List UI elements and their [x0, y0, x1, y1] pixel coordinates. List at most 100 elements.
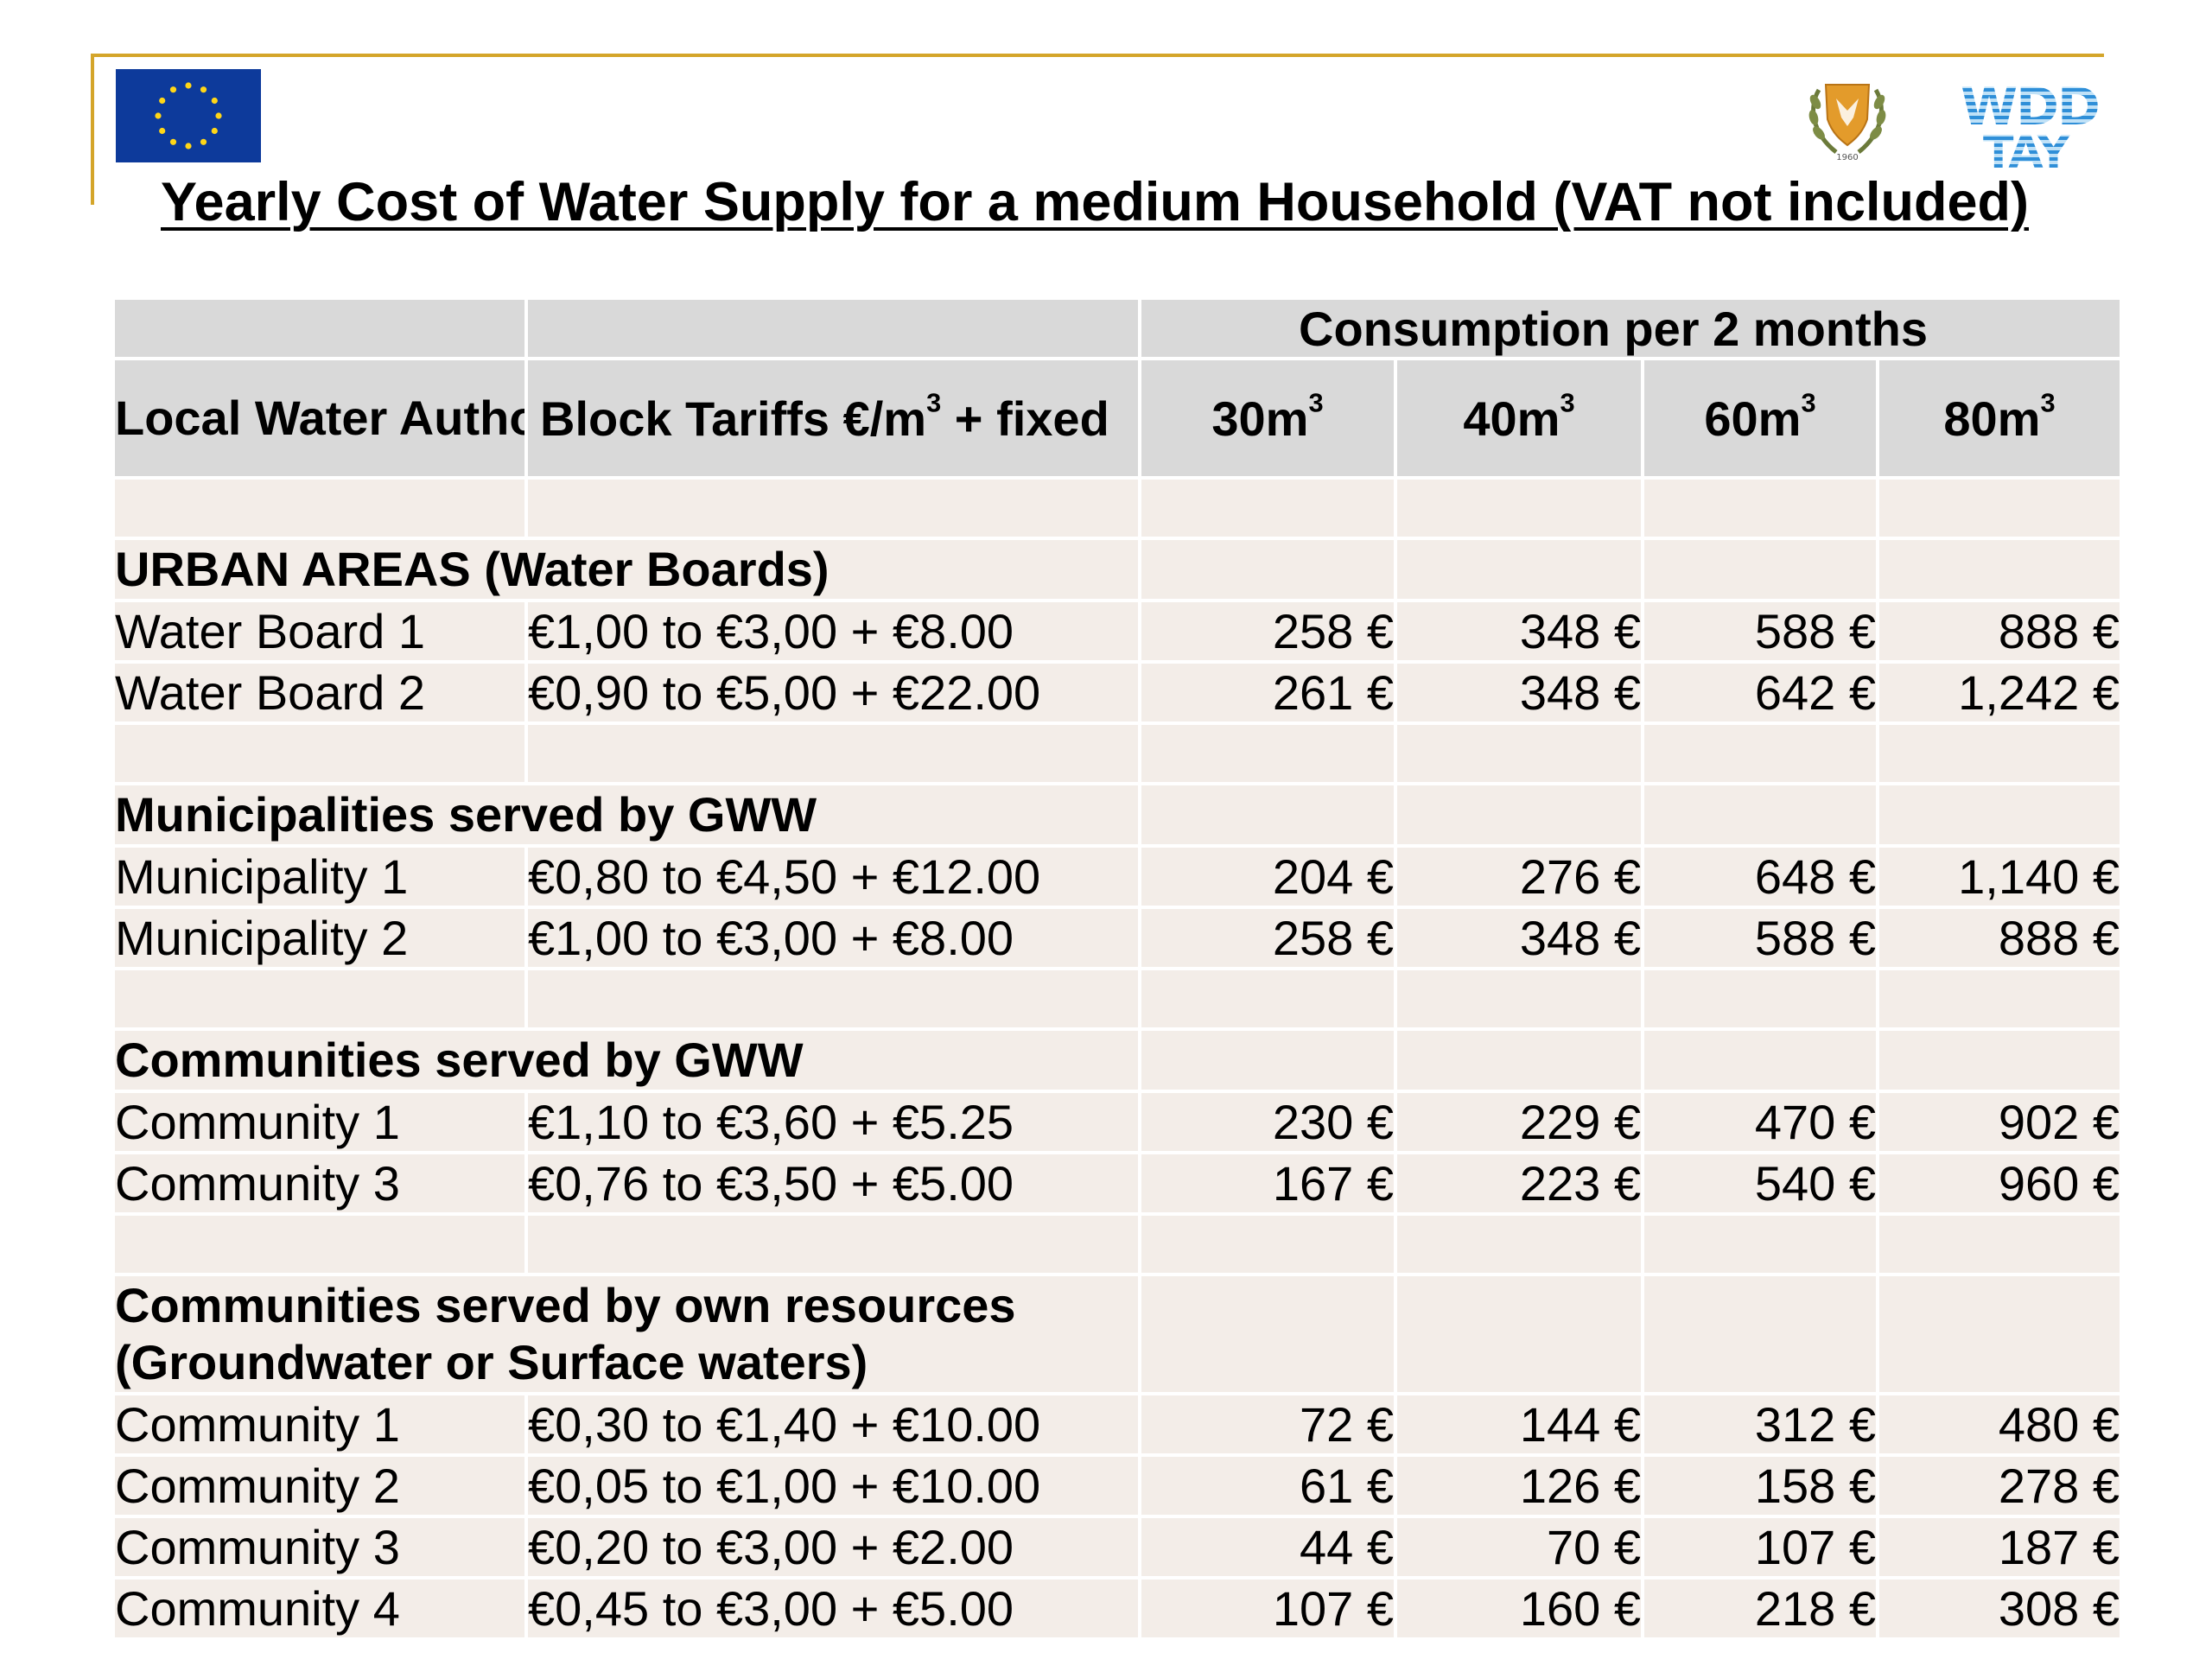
cost-40: 160 €: [1395, 1578, 1644, 1641]
table-row: Municipality 1 €0,80 to €4,50 + €12.00 2…: [115, 846, 2120, 909]
cost-30: 61 €: [1140, 1455, 1397, 1518]
tariff-value: €0,20 to €3,00 + €2.00: [526, 1516, 1141, 1580]
volume-header-value: 80m: [1943, 391, 2041, 446]
authority-name: Community 2: [115, 1455, 528, 1518]
cost-80: 960 €: [1878, 1153, 2120, 1216]
cost-80: 888 €: [1878, 601, 2120, 664]
volume-header-80: 80m3: [1878, 359, 2120, 480]
tariff-value: €0,76 to €3,50 + €5.00: [526, 1153, 1141, 1216]
cost-40: 276 €: [1395, 846, 1644, 909]
cost-60: 642 €: [1643, 662, 1879, 725]
tariff-header-sup: 3: [926, 386, 942, 417]
authority-name: Water Board 2: [115, 662, 528, 725]
tariff-header-label: Block Tariffs €/m: [540, 391, 927, 446]
group-row: Communities served by GWW: [115, 1029, 2120, 1093]
authority-header-label: Local Water Authority: [115, 391, 523, 445]
authority-header: Local Water Authority: [115, 359, 528, 480]
cost-80: 187 €: [1878, 1516, 2120, 1580]
group-label-line2: (Groundwater or Surface waters): [115, 1335, 868, 1389]
cost-60: 158 €: [1643, 1455, 1879, 1518]
group-row: URBAN AREAS (Water Boards): [115, 538, 2120, 602]
cost-40: 126 €: [1395, 1455, 1644, 1518]
volume-header-40: 40m3: [1395, 359, 1644, 480]
authority-name: Water Board 1: [115, 601, 528, 664]
cost-80: 308 €: [1878, 1578, 2120, 1641]
svg-text:1960: 1960: [1836, 153, 1858, 162]
spacer-row: [115, 723, 2120, 785]
cost-30: 107 €: [1140, 1578, 1397, 1641]
slide-frame-top: [91, 54, 2104, 57]
cost-30: 258 €: [1140, 601, 1397, 664]
cost-60: 648 €: [1643, 846, 1879, 909]
tariff-value: €1,00 to €3,00 + €8.00: [526, 601, 1141, 664]
svg-text:TAY: TAY: [1983, 127, 2071, 171]
volume-header-sup: 3: [2040, 386, 2056, 417]
svg-text:WDD: WDD: [1961, 77, 2099, 137]
authority-name: Community 3: [115, 1153, 528, 1216]
cost-40: 223 €: [1395, 1153, 1644, 1216]
cost-30: 261 €: [1140, 662, 1397, 725]
table-header-row-1: Consumption per 2 months: [115, 300, 2120, 360]
table-row: Water Board 2 €0,90 to €5,00 + €22.00 26…: [115, 662, 2120, 725]
volume-header-value: 30m: [1211, 391, 1309, 446]
group-label: Communities served by own resources (Gro…: [115, 1274, 1141, 1395]
cost-80: 278 €: [1878, 1455, 2120, 1518]
eu-flag-icon: [116, 69, 261, 162]
tariff-header-suffix: + fixed: [941, 391, 1109, 446]
group-label: Communities served by GWW: [115, 1029, 1141, 1093]
cost-30: 204 €: [1140, 846, 1397, 909]
tariff-value: €1,10 to €3,60 + €5.25: [526, 1091, 1141, 1154]
cost-80: 480 €: [1878, 1394, 2120, 1457]
cost-60: 588 €: [1643, 907, 1879, 970]
volume-header-sup: 3: [1560, 386, 1575, 417]
tariff-value: €1,00 to €3,00 + €8.00: [526, 907, 1141, 970]
volume-header-sup: 3: [1801, 386, 1816, 417]
spacer-row: [115, 1214, 2120, 1276]
page-title: Yearly Cost of Water Supply for a medium…: [161, 172, 2029, 232]
table-header-row-2: Local Water Authority Block Tariffs €/m3…: [115, 359, 2120, 480]
authority-name: Community 4: [115, 1578, 528, 1641]
group-label-line1: Communities served by own resources: [115, 1278, 1016, 1332]
cyprus-emblem-icon: 1960: [1802, 73, 1893, 162]
cost-60: 312 €: [1643, 1394, 1879, 1457]
cost-40: 348 €: [1395, 907, 1644, 970]
cost-60: 588 €: [1643, 601, 1879, 664]
spacer-row: [115, 478, 2120, 540]
cost-30: 72 €: [1140, 1394, 1397, 1457]
tariff-value: €0,80 to €4,50 + €12.00: [526, 846, 1141, 909]
cost-60: 218 €: [1643, 1578, 1879, 1641]
group-row: Communities served by own resources (Gro…: [115, 1274, 2120, 1395]
table-row: Community 1 €0,30 to €1,40 + €10.00 72 €…: [115, 1394, 2120, 1457]
wdd-logo-icon: WDD TAY: [1957, 74, 2104, 171]
table-row: Community 3 €0,20 to €3,00 + €2.00 44 € …: [115, 1516, 2120, 1580]
cost-60: 540 €: [1643, 1153, 1879, 1216]
table-row: Community 4 €0,45 to €3,00 + €5.00 107 €…: [115, 1578, 2120, 1641]
volume-header-sup: 3: [1308, 386, 1324, 417]
group-row: Municipalities served by GWW: [115, 784, 2120, 848]
cost-80: 1,140 €: [1878, 846, 2120, 909]
cost-40: 229 €: [1395, 1091, 1644, 1154]
cost-30: 230 €: [1140, 1091, 1397, 1154]
cost-40: 70 €: [1395, 1516, 1644, 1580]
cost-40: 348 €: [1395, 662, 1644, 725]
authority-name: Municipality 1: [115, 846, 528, 909]
tariff-value: €0,90 to €5,00 + €22.00: [526, 662, 1141, 725]
volume-header-value: 60m: [1704, 391, 1802, 446]
cost-80: 888 €: [1878, 907, 2120, 970]
cost-60: 470 €: [1643, 1091, 1879, 1154]
cost-30: 44 €: [1140, 1516, 1397, 1580]
cost-30: 167 €: [1140, 1153, 1397, 1216]
header-empty-cell: [526, 300, 1141, 360]
table-row: Municipality 2 €1,00 to €3,00 + €8.00 25…: [115, 907, 2120, 970]
table-row: Water Board 1 €1,00 to €3,00 + €8.00 258…: [115, 601, 2120, 664]
cost-60: 107 €: [1643, 1516, 1879, 1580]
spacer-row: [115, 969, 2120, 1031]
group-label: URBAN AREAS (Water Boards): [115, 538, 1141, 602]
cost-40: 348 €: [1395, 601, 1644, 664]
volume-header-60: 60m3: [1643, 359, 1879, 480]
cost-30: 258 €: [1140, 907, 1397, 970]
cost-80: 1,242 €: [1878, 662, 2120, 725]
authority-name: Municipality 2: [115, 907, 528, 970]
authority-name: Community 1: [115, 1091, 528, 1154]
slide-frame-left: [91, 54, 94, 205]
